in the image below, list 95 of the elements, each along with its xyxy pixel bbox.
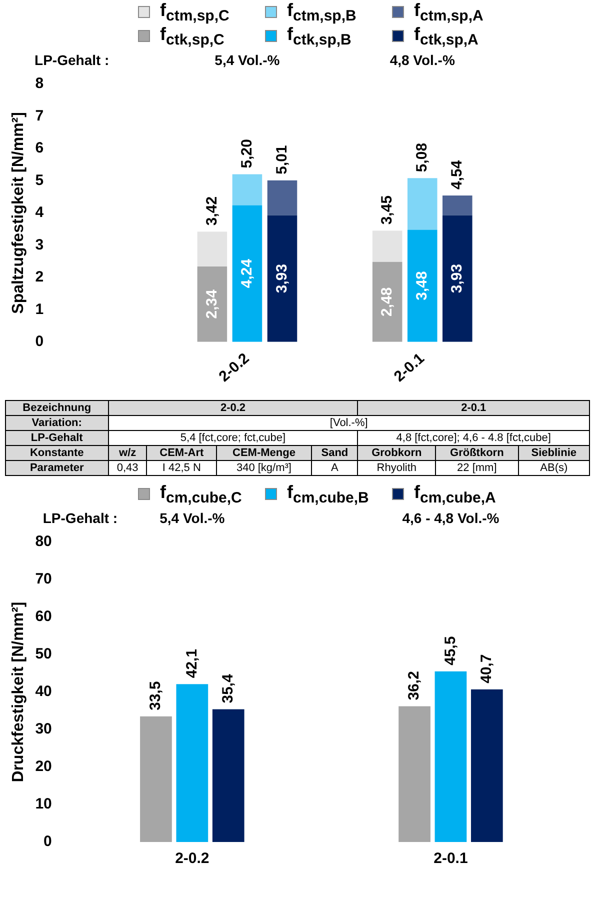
- bar: [140, 716, 172, 842]
- text: 4,6 - 4,8 Vol.-%: [402, 510, 500, 526]
- y-tick-label: 1: [35, 300, 44, 318]
- text: Parameter: [6, 460, 108, 476]
- y-tick-label: 30: [35, 720, 52, 738]
- bar: [407, 178, 438, 230]
- y-tick-label: 2: [35, 268, 44, 286]
- total-label: 3,45: [378, 195, 396, 225]
- legend-label: f$_{ctk,sp,C}$: [160, 24, 224, 48]
- legend-label: f$_{ctm,sp,A}$: [414, 0, 484, 24]
- text: Rhyolith: [358, 460, 436, 476]
- legend-label: f$_{cm,cube,C}$: [160, 482, 242, 506]
- data-label: 3,48: [414, 271, 431, 300]
- y-tick-label: 10: [35, 796, 52, 813]
- text: Sand: [312, 446, 358, 460]
- bar: [232, 205, 262, 342]
- data-label: 3,93: [448, 264, 466, 294]
- y-tick-label: 0: [44, 833, 52, 850]
- text: 4,8 [fct,core]; 4,6 - 4.8 [fct,cube]: [358, 430, 590, 446]
- text: Bezeichnung: [6, 400, 108, 416]
- text: I 42,5 N: [146, 460, 216, 476]
- bar: [197, 232, 228, 266]
- y-tick-label: 5: [35, 172, 44, 189]
- y-axis-title: Spaltzugfestigkeit [N/mm²]: [10, 112, 28, 314]
- legend-label: f$_{ctm,sp,C}$: [160, 0, 230, 24]
- bar: [232, 174, 262, 206]
- text: w/z: [108, 446, 147, 460]
- text: Variation:: [6, 416, 108, 430]
- text: 5,4 [fct,core; fct,cube]: [108, 430, 358, 446]
- text: AB(s): [518, 460, 590, 476]
- data-label: 2,48: [378, 287, 396, 316]
- bar: [372, 230, 402, 262]
- total-label: 3,42: [203, 196, 220, 226]
- text: 0,43: [108, 460, 147, 476]
- legend-label: f$_{ctk,sp,B}$: [287, 24, 352, 48]
- y-tick-label: 80: [35, 533, 52, 550]
- bar: [470, 689, 503, 842]
- y-axis-title: Druckfestigkeit [N/mm²]: [10, 602, 28, 782]
- y-tick-label: 6: [35, 140, 44, 157]
- legend-label: f$_{ctk,sp,A}$: [414, 24, 478, 48]
- bar: [212, 709, 244, 842]
- text: CEM-Art: [146, 446, 216, 460]
- y-tick-label: 3: [35, 236, 44, 254]
- data-label: 40,7: [478, 654, 496, 684]
- data-label: 33,5: [147, 681, 164, 710]
- text: Sieblinie: [518, 446, 590, 460]
- text: Grobkorn: [358, 446, 436, 460]
- text: LP-Gehalt :: [42, 510, 118, 526]
- legend-label: f$_{ctm,sp,B}$: [287, 0, 356, 24]
- data-label: 45,5: [442, 636, 459, 666]
- text: 340 [kg/m³]: [216, 460, 312, 476]
- bar: [267, 180, 298, 216]
- text: 2-0.1: [358, 400, 590, 416]
- total-label: 5,08: [414, 142, 431, 172]
- bar: [372, 262, 402, 342]
- data-label: 3,93: [273, 264, 290, 294]
- text: 2-0.2: [108, 400, 358, 416]
- text: 5,4 Vol.-%: [214, 52, 280, 68]
- text: 5,4 Vol.-%: [160, 510, 226, 526]
- text: A: [312, 460, 358, 476]
- legend-label: f$_{cm,cube,A}$: [414, 482, 496, 506]
- y-tick-label: 20: [35, 758, 52, 776]
- y-tick-label: 8: [35, 75, 44, 92]
- total-label: 4,54: [448, 160, 466, 190]
- text: 4,8 Vol.-%: [390, 52, 456, 68]
- bar: [434, 671, 467, 842]
- y-tick-label: 60: [35, 608, 52, 626]
- bar: [197, 266, 228, 342]
- bar: [176, 684, 208, 842]
- bar: [407, 230, 438, 342]
- data-label: 42,1: [183, 648, 200, 678]
- bar: [442, 196, 472, 216]
- text: Größtkorn: [436, 446, 518, 460]
- total-label: 5,20: [238, 139, 256, 168]
- y-tick-label: 0: [35, 333, 44, 350]
- text: Konstante: [6, 446, 108, 460]
- text: CEM-Menge: [216, 446, 312, 460]
- bar: [267, 215, 298, 342]
- bar: [442, 215, 472, 342]
- y-tick-label: 4: [35, 204, 44, 222]
- data-label: 2,34: [203, 288, 220, 319]
- y-tick-label: 7: [35, 107, 44, 124]
- y-tick-label: 50: [35, 646, 52, 663]
- total-label: 5,01: [273, 145, 290, 174]
- data-label: 4,24: [238, 258, 256, 288]
- text: LP-Gehalt :: [34, 52, 110, 68]
- y-tick-label: 70: [35, 570, 52, 588]
- text: LP-Gehalt: [6, 430, 108, 446]
- y-tick-label: 40: [35, 683, 52, 700]
- data-label: 35,4: [220, 673, 236, 704]
- data-label: 36,2: [406, 671, 423, 700]
- text: 22 [mm]: [436, 460, 518, 476]
- legend-label: f$_{cm,cube,B}$: [287, 482, 369, 506]
- text: [Vol.-%]: [108, 416, 590, 430]
- bar: [398, 706, 430, 842]
